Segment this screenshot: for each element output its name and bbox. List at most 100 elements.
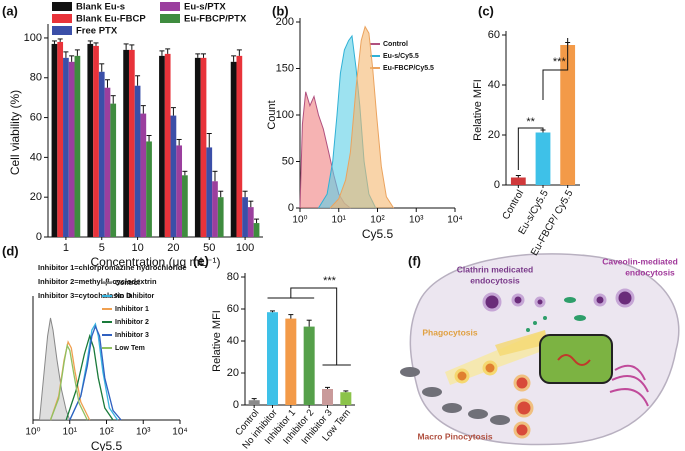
diagram-labels: Clathrin medicated endocytosis Caveolin-… (417, 256, 677, 441)
x-tick-label: 5 (99, 242, 105, 254)
bar (63, 57, 69, 237)
y-tick-label: 200 (276, 16, 294, 28)
y-tick-label: 150 (276, 62, 294, 74)
legend-swatch (52, 2, 72, 11)
bar (87, 43, 94, 237)
x-tick-label: 10¹ (63, 427, 78, 438)
bar (267, 312, 278, 405)
annotation: ** (526, 116, 535, 128)
histogram-line (69, 324, 122, 421)
note: Inhibitor 2=methyl-β-cyclodextrin (38, 277, 157, 286)
bar (57, 41, 64, 237)
bar (159, 55, 165, 237)
legend-label: Control (383, 41, 408, 48)
x-axis-label: Cy5.5 (362, 227, 394, 241)
annotation: *** (553, 56, 567, 68)
bar (236, 55, 243, 237)
legend-label: Inhibitor 3 (115, 332, 149, 339)
bar (68, 61, 75, 237)
bar (206, 147, 213, 237)
bar (285, 318, 297, 405)
bar (247, 207, 254, 237)
x-tick-label: 20 (167, 242, 179, 254)
vesicles (482, 288, 635, 312)
y-tick-label: 50 (282, 155, 294, 167)
x-tick-label: 10 (131, 242, 143, 254)
bar (146, 141, 152, 237)
y-tick-label: 60 (488, 29, 500, 41)
y-tick-label: 100 (276, 109, 294, 121)
bar (51, 43, 58, 237)
label: endocytosis (470, 275, 520, 285)
legend-label: No inhibitor (115, 293, 155, 300)
y-tick-label: 80 (227, 271, 239, 283)
bar (322, 389, 333, 405)
significance-bracket (267, 287, 351, 366)
diagram: (f) Clathrin medicated endocytosis Caveo… (400, 253, 680, 446)
histogram-area (39, 317, 71, 421)
bar (248, 400, 260, 405)
bar (123, 49, 129, 238)
x-tick-label: 100 (236, 242, 254, 254)
x-tick-label: 10¹ (332, 215, 347, 226)
x-tick-label: 50 (203, 242, 215, 254)
bar (510, 177, 526, 185)
legend-swatch (160, 14, 180, 23)
particles (400, 367, 510, 425)
legend-label: Blank Eu-s (76, 2, 125, 13)
legend-label: Inhibitor 1 (115, 306, 149, 313)
bar (128, 49, 135, 238)
phagosomes (454, 360, 498, 384)
y-tick-label: 0 (494, 179, 500, 191)
x-tick-label: 10⁴ (172, 427, 187, 438)
note: Inhibitor 1=chlorpromazine hydrochloride (38, 263, 187, 272)
legend-label: Inhibitor 2 (115, 319, 149, 326)
bar (242, 197, 248, 237)
panel-label: (f) (408, 253, 421, 268)
panel-label: (d) (2, 243, 19, 258)
dots (526, 297, 586, 332)
bar (212, 181, 218, 237)
x-tick-label: 10⁴ (447, 215, 462, 226)
label: Caveolin-mediated (602, 256, 678, 266)
er (609, 364, 649, 407)
y-tick-label: 100 (24, 32, 42, 44)
bar (230, 61, 237, 237)
legend-label: Blank Eu-FBCP (76, 14, 146, 25)
bar (560, 45, 576, 185)
x-tick-label: 10³ (409, 215, 424, 226)
legend-label: Eu-FBCP/PTX (184, 14, 247, 25)
y-tick-label: 0 (288, 202, 294, 214)
legend-swatch (52, 14, 72, 23)
x-tick-label: 10³ (136, 427, 151, 438)
y-tick-label: 40 (227, 335, 239, 347)
y-tick-label: 40 (30, 151, 42, 163)
y-tick-label: 0 (36, 231, 42, 243)
legend-swatch (52, 26, 72, 35)
y-axis-label: Cell viability (%) (8, 90, 22, 175)
y-tick-label: 20 (30, 191, 42, 203)
y-tick-label: 0 (233, 399, 239, 411)
panel-label: (c) (478, 3, 494, 18)
bar (98, 71, 105, 238)
x-tick-label: 10² (99, 427, 114, 438)
y-tick-label: 40 (488, 79, 500, 91)
macropinosomes (513, 374, 534, 439)
annotation: *** (323, 275, 337, 287)
label: Macro Pinocytosis (417, 431, 492, 441)
x-tick-label: Control (501, 188, 527, 221)
panel-label: (a) (2, 3, 18, 18)
legend-swatch (160, 2, 180, 11)
histogram-line (49, 343, 88, 421)
panel-label: (e) (193, 253, 209, 268)
bar (253, 223, 260, 237)
bar (182, 175, 188, 237)
dna (557, 354, 591, 366)
label: Clathrin medicated (457, 264, 534, 274)
x-tick-label: 1 (63, 242, 69, 254)
significance-bracket (517, 127, 544, 170)
legend-label: Eu-s/Cy5.5 (383, 53, 419, 60)
x-tick-label: 10⁰ (25, 427, 40, 438)
bar (176, 145, 183, 237)
y-axis-label: Count (266, 100, 278, 129)
